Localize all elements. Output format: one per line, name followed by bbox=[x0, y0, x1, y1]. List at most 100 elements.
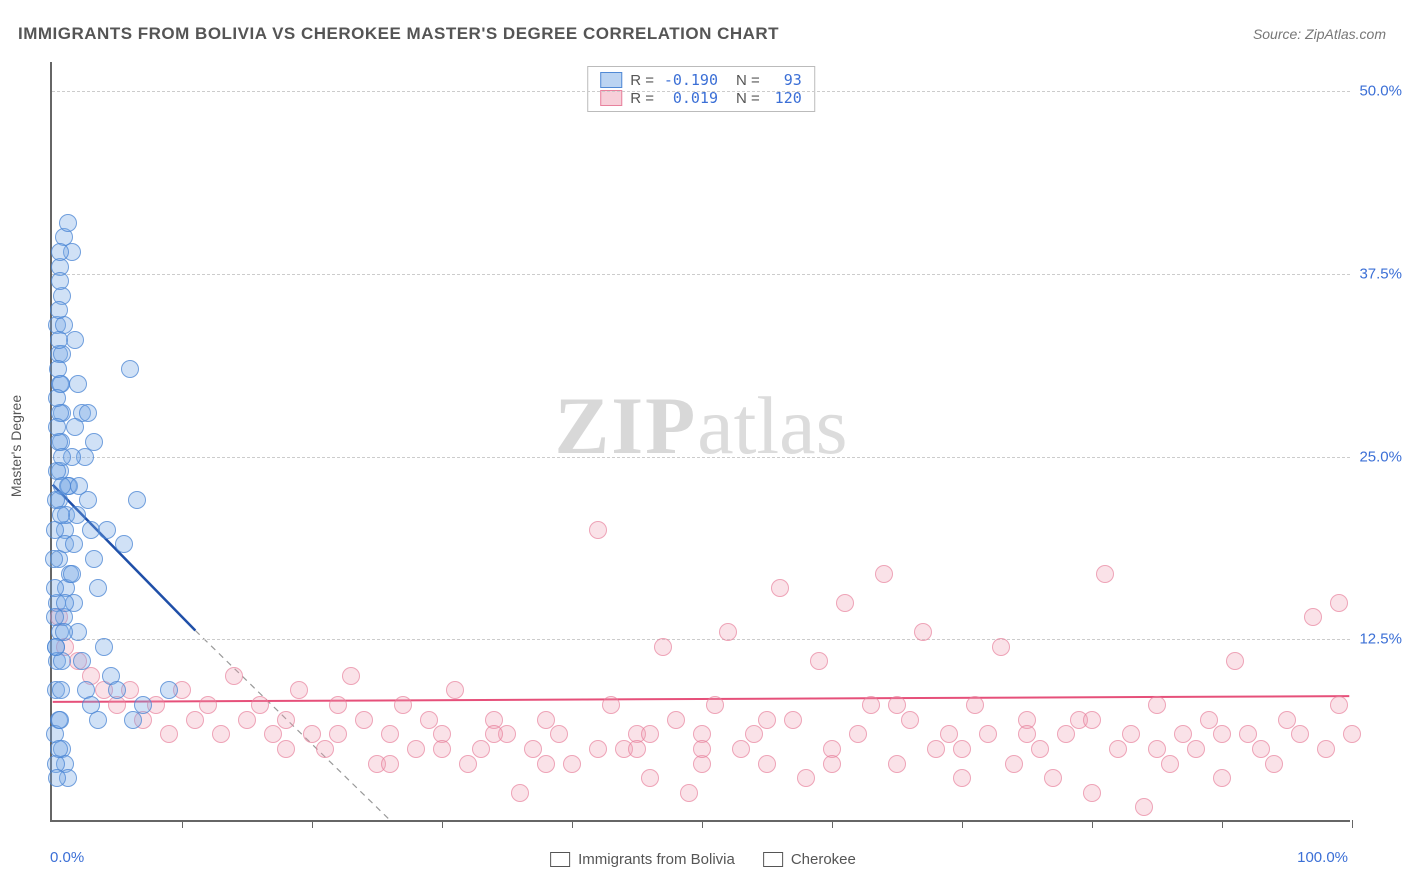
scatter-point-pink bbox=[1187, 740, 1205, 758]
scatter-point-blue bbox=[115, 535, 133, 553]
scatter-point-pink bbox=[1083, 784, 1101, 802]
scatter-point-blue bbox=[48, 769, 66, 787]
scatter-point-blue bbox=[63, 565, 81, 583]
scatter-point-pink bbox=[667, 711, 685, 729]
scatter-point-pink bbox=[1057, 725, 1075, 743]
scatter-point-pink bbox=[888, 696, 906, 714]
legend-swatch-blue bbox=[600, 72, 622, 88]
scatter-point-pink bbox=[1330, 594, 1348, 612]
scatter-point-pink bbox=[381, 755, 399, 773]
scatter-point-pink bbox=[641, 725, 659, 743]
scatter-point-pink bbox=[342, 667, 360, 685]
x-tick bbox=[702, 820, 703, 828]
scatter-point-pink bbox=[1278, 711, 1296, 729]
scatter-point-pink bbox=[329, 725, 347, 743]
scatter-point-pink bbox=[654, 638, 672, 656]
scatter-point-pink bbox=[251, 696, 269, 714]
scatter-point-pink bbox=[1031, 740, 1049, 758]
gridline-h bbox=[52, 91, 1350, 92]
x-tick bbox=[832, 820, 833, 828]
scatter-point-pink bbox=[797, 769, 815, 787]
r-label-blue: R = bbox=[630, 72, 654, 89]
scatter-point-blue bbox=[48, 418, 66, 436]
scatter-point-pink bbox=[680, 784, 698, 802]
n-value-blue: 93 bbox=[768, 71, 802, 89]
scatter-point-blue bbox=[79, 404, 97, 422]
scatter-point-pink bbox=[927, 740, 945, 758]
scatter-point-pink bbox=[1135, 798, 1153, 816]
scatter-point-blue bbox=[73, 652, 91, 670]
scatter-point-pink bbox=[381, 725, 399, 743]
scatter-point-pink bbox=[888, 755, 906, 773]
scatter-point-pink bbox=[771, 579, 789, 597]
correlation-legend: R = -0.190 N = 93 R = 0.019 N = 120 bbox=[587, 66, 815, 112]
scatter-point-pink bbox=[1148, 696, 1166, 714]
scatter-point-blue bbox=[89, 711, 107, 729]
scatter-point-pink bbox=[836, 594, 854, 612]
scatter-point-blue bbox=[128, 491, 146, 509]
scatter-point-pink bbox=[758, 755, 776, 773]
scatter-point-pink bbox=[732, 740, 750, 758]
legend-swatch-pink bbox=[600, 90, 622, 106]
scatter-point-pink bbox=[186, 711, 204, 729]
legend-swatch-blue-bottom bbox=[550, 852, 570, 867]
scatter-point-pink bbox=[849, 725, 867, 743]
scatter-point-pink bbox=[1096, 565, 1114, 583]
scatter-point-pink bbox=[199, 696, 217, 714]
scatter-point-pink bbox=[446, 681, 464, 699]
scatter-point-pink bbox=[459, 755, 477, 773]
scatter-point-pink bbox=[1304, 608, 1322, 626]
scatter-point-pink bbox=[706, 696, 724, 714]
gridline-h bbox=[52, 274, 1350, 275]
y-tick-label: 12.5% bbox=[1359, 631, 1402, 648]
scatter-point-blue bbox=[69, 375, 87, 393]
x-tick bbox=[572, 820, 573, 828]
scatter-point-pink bbox=[355, 711, 373, 729]
scatter-point-pink bbox=[511, 784, 529, 802]
scatter-point-pink bbox=[212, 725, 230, 743]
scatter-point-pink bbox=[407, 740, 425, 758]
scatter-point-pink bbox=[1148, 740, 1166, 758]
scatter-point-pink bbox=[303, 725, 321, 743]
x-axis-min-label: 0.0% bbox=[50, 849, 84, 866]
scatter-point-pink bbox=[810, 652, 828, 670]
scatter-point-pink bbox=[472, 740, 490, 758]
scatter-point-pink bbox=[277, 740, 295, 758]
chart-title: IMMIGRANTS FROM BOLIVIA VS CHEROKEE MAST… bbox=[18, 24, 779, 44]
scatter-point-blue bbox=[66, 331, 84, 349]
scatter-point-pink bbox=[537, 711, 555, 729]
scatter-point-pink bbox=[693, 740, 711, 758]
scatter-point-blue bbox=[52, 506, 70, 524]
x-tick bbox=[1092, 820, 1093, 828]
scatter-point-pink bbox=[914, 623, 932, 641]
scatter-point-pink bbox=[1018, 725, 1036, 743]
scatter-point-blue bbox=[46, 608, 64, 626]
scatter-point-pink bbox=[589, 740, 607, 758]
scatter-point-pink bbox=[1174, 725, 1192, 743]
scatter-point-pink bbox=[485, 725, 503, 743]
scatter-point-pink bbox=[1044, 769, 1062, 787]
scatter-point-pink bbox=[563, 755, 581, 773]
scatter-point-blue bbox=[53, 477, 71, 495]
scatter-point-pink bbox=[1226, 652, 1244, 670]
scatter-point-blue bbox=[51, 711, 69, 729]
scatter-point-blue bbox=[48, 389, 66, 407]
scatter-point-blue bbox=[160, 681, 178, 699]
scatter-point-pink bbox=[1265, 755, 1283, 773]
scatter-point-blue bbox=[85, 550, 103, 568]
scatter-point-blue bbox=[46, 579, 64, 597]
scatter-point-pink bbox=[875, 565, 893, 583]
scatter-point-pink bbox=[420, 711, 438, 729]
x-tick bbox=[962, 820, 963, 828]
scatter-point-blue bbox=[53, 448, 71, 466]
scatter-point-pink bbox=[1083, 711, 1101, 729]
watermark: ZIPatlas bbox=[555, 379, 848, 473]
scatter-point-pink bbox=[160, 725, 178, 743]
n-label-blue: N = bbox=[736, 72, 760, 89]
scatter-point-blue bbox=[51, 272, 69, 290]
r-value-blue: -0.190 bbox=[662, 71, 718, 89]
y-axis-title: Master's Degree bbox=[8, 395, 24, 497]
scatter-point-pink bbox=[1330, 696, 1348, 714]
scatter-point-pink bbox=[524, 740, 542, 758]
x-tick bbox=[442, 820, 443, 828]
